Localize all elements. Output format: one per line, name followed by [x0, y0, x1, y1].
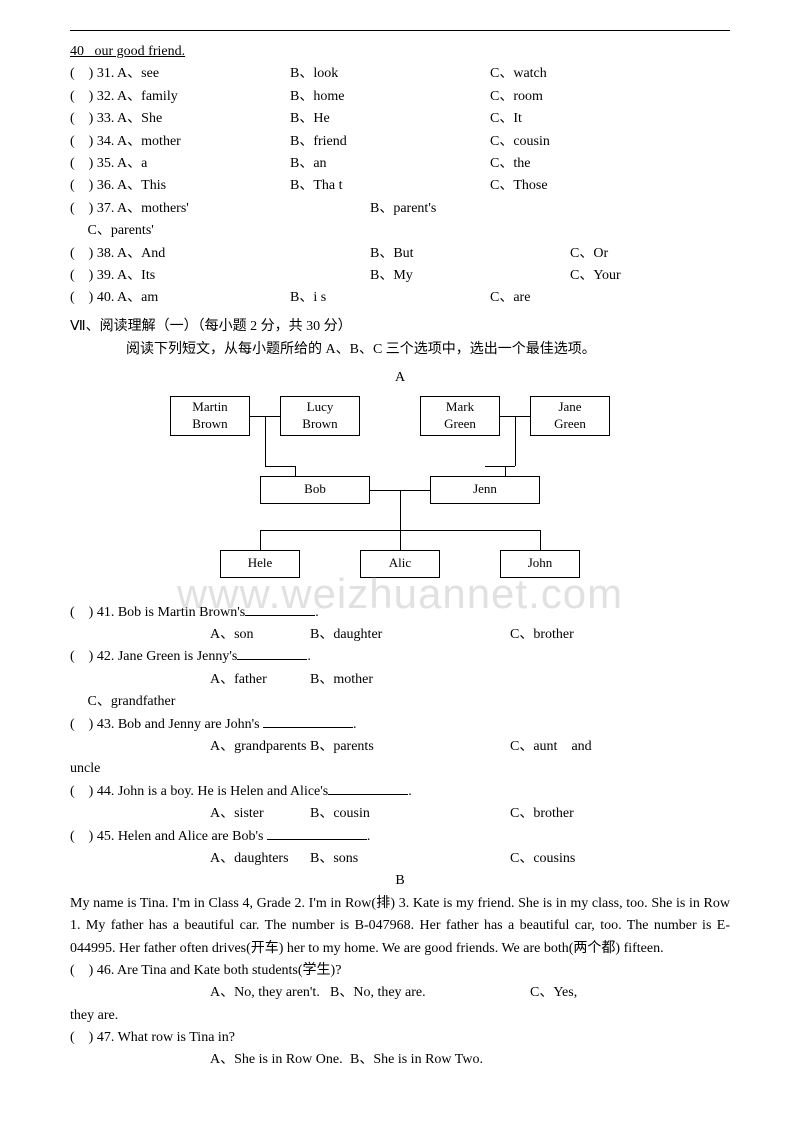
- option-row: A、sisterB、cousinC、brother: [70, 803, 730, 825]
- question-row: ( ) 43. Bob and Jenny are John's .: [70, 714, 730, 736]
- intro-text: 40 our good friend.: [70, 44, 185, 59]
- choice-row: ( ) 35. A、aB、anC、the: [70, 153, 730, 175]
- family-tree-diagram: Martin Brown Lucy Brown Mark Green Jane …: [140, 396, 660, 596]
- question-row: ( ) 47. What row is Tina in?: [70, 1027, 730, 1049]
- tree-node-martin: Martin Brown: [170, 396, 250, 436]
- section-title: Ⅶ、阅读理解（一）（每小题 2 分，共 30 分）: [70, 314, 730, 339]
- intro-line: 40 our good friend.: [70, 41, 730, 63]
- question-row: ( ) 41. Bob is Martin Brown's.: [70, 602, 730, 624]
- tree-node-john: John: [500, 550, 580, 578]
- option-row: A、daughtersB、sonsC、cousins: [70, 848, 730, 870]
- option-extra: C、grandfather: [70, 691, 730, 713]
- passage-label-b: B: [70, 870, 730, 892]
- question-row: ( ) 46. Are Tina and Kate both students(…: [70, 960, 730, 982]
- tree-node-jane: Jane Green: [530, 396, 610, 436]
- option-extra: uncle: [70, 758, 730, 780]
- choice-row: ( ) 37. A、mothers'B、parent's: [70, 198, 730, 220]
- passage-label-a: A: [70, 367, 730, 389]
- question-row: ( ) 42. Jane Green is Jenny's.: [70, 646, 730, 668]
- option-row: A、grandparentsB、parentsC、aunt and: [70, 736, 730, 758]
- choice-row: ( ) 31. A、seeB、lookC、watch: [70, 63, 730, 85]
- passage-b-text: My name is Tina. I'm in Class 4, Grade 2…: [70, 893, 730, 960]
- tree-node-jenn: Jenn: [430, 476, 540, 504]
- choice-row: ( ) 32. A、familyB、homeC、room: [70, 86, 730, 108]
- option-row: A、sonB、daughterC、brother: [70, 624, 730, 646]
- reading-a-block: ( ) 41. Bob is Martin Brown's. A、sonB、da…: [70, 602, 730, 871]
- tree-node-bob: Bob: [260, 476, 370, 504]
- top-divider: [70, 30, 730, 31]
- choice-row: ( ) 40. A、amB、i sC、are: [70, 287, 730, 309]
- tree-node-mark: Mark Green: [420, 396, 500, 436]
- question-row: ( ) 44. John is a boy. He is Helen and A…: [70, 781, 730, 803]
- choices-block-1: ( ) 31. A、seeB、lookC、watch ( ) 32. A、fam…: [70, 63, 730, 309]
- choice-row: ( ) 36. A、ThisB、Tha tC、Those: [70, 175, 730, 197]
- choice-row: ( ) 39. A、ItsB、MyC、Your: [70, 265, 730, 287]
- choice-row-extra: C、parents': [70, 220, 730, 242]
- reading-b-block: ( ) 46. Are Tina and Kate both students(…: [70, 960, 730, 1072]
- option-row: A、fatherB、mother: [70, 669, 730, 691]
- option-row: A、She is in Row One.B、She is in Row Two.: [70, 1049, 730, 1071]
- tree-node-hele: Hele: [220, 550, 300, 578]
- tree-node-alic: Alic: [360, 550, 440, 578]
- question-row: ( ) 45. Helen and Alice are Bob's .: [70, 826, 730, 848]
- choice-row: ( ) 38. A、AndB、ButC、Or: [70, 243, 730, 265]
- option-extra: they are.: [70, 1005, 730, 1027]
- section-subtitle: 阅读下列短文，从每小题所给的 A、B、C 三个选项中，选出一个最佳选项。: [70, 339, 730, 361]
- choice-row: ( ) 34. A、motherB、friendC、cousin: [70, 131, 730, 153]
- choice-row: ( ) 33. A、SheB、HeC、It: [70, 108, 730, 130]
- option-row: A、No, they aren't.B、No, they are.C、Yes,: [70, 982, 730, 1004]
- tree-node-lucy: Lucy Brown: [280, 396, 360, 436]
